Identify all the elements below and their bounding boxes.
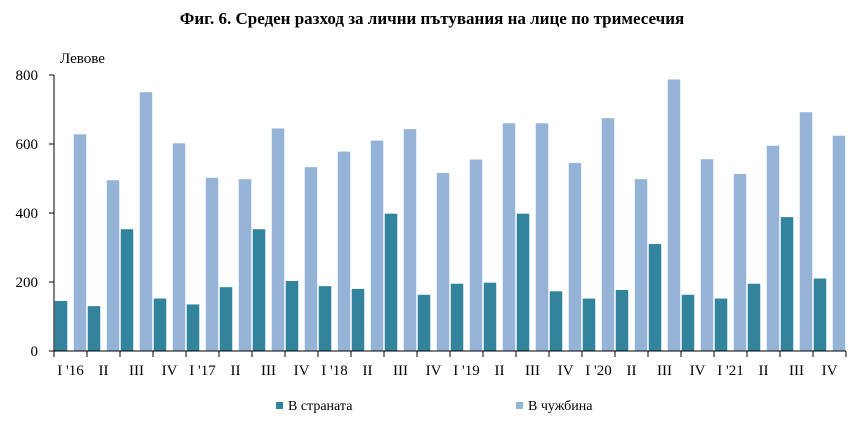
bar-domestic-20 xyxy=(714,298,728,351)
bar-domestic-19 xyxy=(681,294,695,351)
x-tick-label: II xyxy=(231,363,241,379)
bar-domestic-11 xyxy=(417,294,431,351)
bar-abroad-7 xyxy=(304,167,318,351)
bar-abroad-21 xyxy=(766,145,780,351)
x-tick-label: III xyxy=(261,363,276,379)
bar-abroad-3 xyxy=(172,143,186,351)
x-tick-label: II xyxy=(759,363,769,379)
bar-abroad-23 xyxy=(832,135,846,351)
x-tick-label: IV xyxy=(294,363,310,379)
bar-abroad-22 xyxy=(799,112,813,351)
bar-domestic-1 xyxy=(87,306,101,351)
bar-abroad-0 xyxy=(73,134,87,351)
bar-abroad-18 xyxy=(667,79,681,352)
bar-abroad-8 xyxy=(337,151,351,351)
bar-abroad-6 xyxy=(271,128,285,351)
x-tick-label: IV xyxy=(690,363,706,379)
bar-abroad-20 xyxy=(733,174,747,351)
bar-abroad-10 xyxy=(403,129,417,351)
x-tick-label: IV xyxy=(426,363,442,379)
x-tick-label: IV xyxy=(162,363,178,379)
bar-domestic-12 xyxy=(450,283,464,351)
y-tick-label: 600 xyxy=(16,137,39,153)
bar-domestic-6 xyxy=(252,229,266,351)
bar-domestic-22 xyxy=(780,217,794,351)
x-tick-label: I '19 xyxy=(453,363,479,379)
x-tick-label: II xyxy=(495,363,505,379)
bar-domestic-23 xyxy=(813,278,827,351)
x-tick-label: IV xyxy=(822,363,838,379)
bars-group xyxy=(54,79,846,352)
bar-abroad-2 xyxy=(139,92,153,351)
x-tick-label: III xyxy=(525,363,540,379)
bar-abroad-9 xyxy=(370,140,384,351)
x-tick-label: I '16 xyxy=(57,363,84,379)
bar-domestic-16 xyxy=(582,298,596,351)
bar-abroad-4 xyxy=(205,177,219,351)
x-tick-label: I '18 xyxy=(321,363,347,379)
bar-domestic-2 xyxy=(120,229,134,351)
x-tick-label: I '21 xyxy=(717,363,743,379)
y-axis-label: Левове xyxy=(60,51,105,67)
bar-domestic-7 xyxy=(285,280,299,351)
bar-domestic-3 xyxy=(153,298,167,351)
bar-domestic-0 xyxy=(54,300,68,351)
bar-abroad-15 xyxy=(568,162,582,351)
bar-abroad-1 xyxy=(106,180,120,351)
bar-domestic-15 xyxy=(549,291,563,351)
y-tick-label: 400 xyxy=(16,206,39,222)
chart-title: Фиг. 6. Среден разход за лични пътувания… xyxy=(180,9,684,28)
bar-domestic-8 xyxy=(318,286,332,351)
bar-domestic-5 xyxy=(219,287,233,351)
bar-abroad-14 xyxy=(535,123,549,351)
x-tick-label: I '20 xyxy=(585,363,611,379)
legend-swatch-abroad xyxy=(516,402,523,409)
x-tick-label: IV xyxy=(558,363,574,379)
bar-abroad-12 xyxy=(469,159,483,351)
x-tick-label: I '17 xyxy=(189,363,216,379)
y-tick-label: 800 xyxy=(16,68,39,84)
legend: В страната В чужбина xyxy=(276,399,593,414)
legend-label-abroad: В чужбина xyxy=(528,399,593,414)
bar-domestic-4 xyxy=(186,304,200,351)
x-tick-label: II xyxy=(99,363,109,379)
bar-domestic-18 xyxy=(648,244,662,351)
bar-abroad-13 xyxy=(502,123,516,351)
bar-domestic-9 xyxy=(351,288,365,351)
x-tick-label: II xyxy=(627,363,637,379)
y-tick-label: 200 xyxy=(16,275,39,291)
bar-domestic-14 xyxy=(516,213,530,351)
x-tick-label: III xyxy=(657,363,672,379)
x-tick-label: III xyxy=(129,363,144,379)
y-tick-label: 0 xyxy=(31,344,39,360)
bar-abroad-17 xyxy=(634,179,648,351)
bar-abroad-16 xyxy=(601,118,615,352)
legend-label-domestic: В страната xyxy=(288,399,353,414)
x-tick-label: III xyxy=(393,363,408,379)
x-tick-label: III xyxy=(789,363,804,379)
bar-domestic-13 xyxy=(483,282,497,351)
bar-abroad-11 xyxy=(436,172,450,351)
x-tick-label: II xyxy=(363,363,373,379)
bar-abroad-19 xyxy=(700,159,714,351)
bar-abroad-5 xyxy=(238,179,252,351)
bar-domestic-21 xyxy=(747,283,761,351)
bar-domestic-10 xyxy=(384,213,398,351)
legend-swatch-domestic xyxy=(276,402,283,409)
bar-domestic-17 xyxy=(615,289,629,351)
